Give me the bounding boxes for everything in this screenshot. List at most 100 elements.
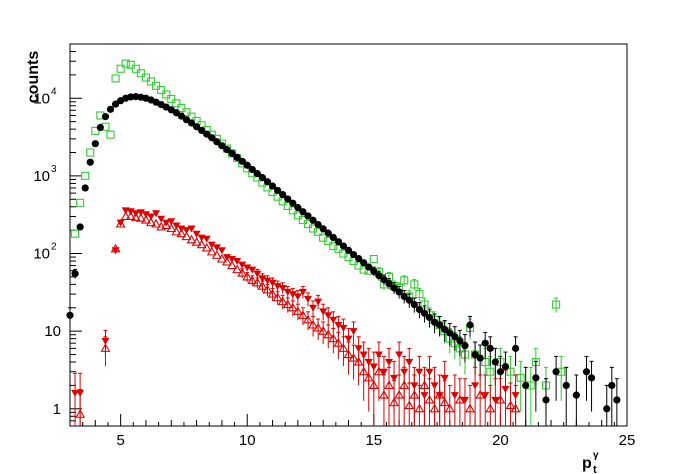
data-point (339, 324, 348, 332)
data-point (532, 374, 540, 382)
data-point (238, 261, 247, 269)
x-axis-title-superscript: γ (593, 450, 599, 461)
data-point (424, 394, 435, 404)
data-point (369, 254, 378, 264)
data-point (248, 165, 256, 174)
data-point (211, 250, 222, 259)
data-point (111, 74, 120, 83)
data-point (136, 209, 145, 217)
data-point (314, 220, 322, 229)
data-point (232, 264, 243, 274)
data-point (329, 241, 338, 251)
data-point (304, 212, 312, 220)
data-point (206, 246, 217, 256)
data-point (106, 130, 115, 139)
data-point (572, 391, 580, 399)
data-point (135, 213, 146, 222)
data-point (71, 270, 79, 278)
data-point (167, 94, 176, 103)
data-point (278, 284, 287, 292)
data-point (353, 356, 364, 366)
x-tick-label: 20 (492, 432, 509, 449)
data-point (101, 113, 110, 121)
data-point (277, 296, 288, 306)
data-point (394, 389, 405, 399)
data-point (368, 380, 379, 389)
data-point (439, 397, 450, 407)
data-point (405, 359, 414, 367)
data-point (279, 190, 287, 199)
data-point (237, 267, 248, 277)
data-point (324, 312, 333, 320)
data-point (157, 85, 166, 94)
data-point (292, 306, 303, 315)
data-point (187, 225, 196, 233)
data-point (120, 211, 131, 221)
data-point (242, 271, 253, 281)
data-point (162, 90, 171, 99)
data-point (370, 267, 378, 275)
data-point (308, 319, 319, 329)
data-point (303, 295, 312, 303)
data-point (348, 352, 359, 362)
data-point (486, 367, 495, 376)
data-point (415, 368, 424, 376)
data-point (284, 195, 292, 203)
data-point (203, 130, 211, 138)
data-point (355, 255, 363, 263)
data-point (268, 279, 277, 287)
data-point (186, 234, 197, 244)
data-point (587, 374, 596, 382)
data-point (359, 351, 368, 359)
data-point (303, 314, 313, 324)
data-point (475, 389, 486, 399)
data-point (152, 210, 161, 218)
data-point (323, 329, 334, 339)
data-point (238, 157, 246, 165)
data-point (299, 208, 307, 216)
data-point (130, 212, 141, 222)
data-point (365, 263, 373, 271)
data-point (218, 142, 226, 150)
data-point (213, 138, 221, 146)
data-point (115, 218, 126, 228)
data-point (223, 146, 231, 154)
data-point (410, 300, 418, 309)
data-point (75, 409, 86, 418)
data-point (389, 397, 400, 407)
data-point (460, 396, 469, 404)
data-point (329, 233, 337, 242)
data-point (182, 227, 191, 235)
data-point (192, 123, 201, 131)
data-point (465, 403, 475, 413)
data-point (441, 325, 449, 334)
data-point (446, 329, 454, 337)
data-series-open-square (71, 59, 566, 426)
data-point (157, 215, 166, 223)
data-point (252, 277, 263, 287)
data-point (258, 275, 267, 283)
data-point (415, 305, 423, 314)
y-tick-label: 1 (53, 401, 61, 418)
data-point (66, 311, 74, 319)
data-point (198, 126, 206, 135)
data-point (136, 69, 145, 78)
data-point (425, 313, 434, 322)
data-point (191, 237, 202, 246)
data-point (344, 246, 353, 254)
x-axis-title-subscript: t (593, 464, 597, 474)
data-point (172, 99, 181, 108)
data-point (444, 403, 455, 413)
data-point (253, 170, 261, 178)
data-point (318, 326, 329, 335)
data-point (100, 343, 111, 352)
data-point (177, 103, 186, 113)
data-point (110, 243, 121, 253)
data-point (253, 270, 262, 278)
data-point (243, 264, 252, 272)
y-tick-exponent: 2 (51, 242, 57, 253)
data-point (495, 394, 506, 404)
data-point (263, 178, 272, 186)
data-point (319, 308, 328, 316)
data-point (141, 214, 151, 224)
